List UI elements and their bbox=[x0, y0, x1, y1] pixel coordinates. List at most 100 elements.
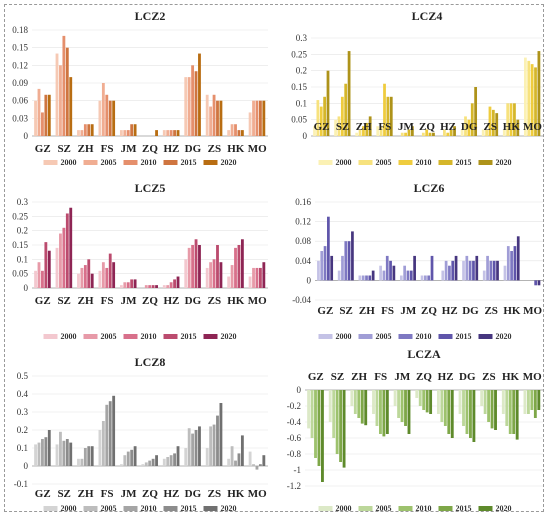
bar-gz-2010 bbox=[41, 439, 44, 466]
category-label-jm: JM bbox=[121, 143, 138, 155]
category-label-zh: ZH bbox=[78, 488, 94, 500]
bar-zs-2000 bbox=[205, 94, 209, 136]
category-label-fs: FS bbox=[374, 371, 387, 383]
bar-hz-2015 bbox=[173, 130, 177, 136]
category-label-hz: HZ bbox=[164, 143, 180, 155]
bar-zs-2020 bbox=[495, 113, 499, 136]
bar-fs-2005 bbox=[379, 126, 383, 136]
y-tick-label: 0 bbox=[303, 131, 308, 141]
y-tick-label: 0.1 bbox=[17, 254, 28, 264]
y-tick-label: 0.1 bbox=[17, 443, 28, 453]
bar-sz-2010 bbox=[340, 96, 344, 136]
category-label-zq: ZQ bbox=[142, 143, 158, 155]
legend-label-2005: 2005 bbox=[376, 158, 392, 167]
legend-swatch-2010 bbox=[123, 506, 138, 511]
bar-hz-2015 bbox=[173, 453, 177, 466]
bar-zs-2020 bbox=[219, 262, 223, 288]
bar-dg-2020 bbox=[198, 245, 201, 288]
bar-fs-2000 bbox=[372, 390, 375, 414]
bar-zh-2020 bbox=[90, 124, 94, 136]
bar-mo-2020 bbox=[537, 390, 541, 410]
category-label-hk: HK bbox=[227, 295, 245, 307]
bar-hz-2005 bbox=[166, 457, 170, 466]
category-label-mo: MO bbox=[523, 305, 542, 317]
bar-jm-2010 bbox=[126, 451, 130, 466]
bar-mo-2015 bbox=[258, 267, 262, 288]
category-label-zs: ZS bbox=[208, 488, 221, 500]
category-label-sz: SZ bbox=[57, 143, 70, 155]
bar-zq-2000 bbox=[415, 390, 419, 398]
bar-gz-2015 bbox=[327, 216, 330, 281]
category-label-hk: HK bbox=[227, 143, 245, 155]
bar-hz-2000 bbox=[436, 390, 440, 414]
bar-hk-2015 bbox=[237, 130, 241, 136]
bar-mo-2015 bbox=[533, 390, 537, 418]
bar-dg-2000 bbox=[462, 260, 465, 281]
y-tick-label: 0 bbox=[24, 461, 29, 471]
category-label-hz: HZ bbox=[164, 488, 180, 500]
bar-jm-2010 bbox=[126, 130, 130, 136]
bar-dg-2000 bbox=[184, 77, 188, 136]
bar-hz-2010 bbox=[169, 282, 173, 288]
y-tick-label: -0.2 bbox=[287, 401, 301, 411]
bar-hz-2020 bbox=[454, 255, 458, 281]
category-label-mo: MO bbox=[248, 295, 267, 307]
legend-swatch-2015 bbox=[163, 160, 178, 165]
bar-hk-2005 bbox=[230, 446, 234, 466]
category-label-fs: FS bbox=[101, 488, 114, 500]
bar-fs-2020 bbox=[112, 262, 116, 288]
bar-mo-2020 bbox=[537, 51, 541, 136]
category-label-dg: DG bbox=[185, 143, 202, 155]
bar-fs-2015 bbox=[108, 401, 112, 466]
bar-zs-2020 bbox=[496, 260, 499, 281]
y-tick-label: 0.18 bbox=[12, 25, 28, 35]
bar-gz-2005 bbox=[320, 251, 324, 281]
bar-dg-2005 bbox=[462, 390, 465, 426]
legend-swatch-2015 bbox=[163, 334, 178, 339]
legend-label-2005: 2005 bbox=[101, 332, 117, 341]
legend-swatch-2000 bbox=[318, 334, 333, 339]
y-tick-label: 0 bbox=[307, 275, 312, 285]
y-tick-label: 0.08 bbox=[295, 236, 311, 246]
bar-hk-2005 bbox=[506, 103, 510, 136]
bar-hk-2020 bbox=[240, 130, 244, 136]
chart-svg-lcz4: LCZ4 0 0.05 0.1 0.15 0.2 0.25 0.3 GZ SZ ZH FS JM ZQ HZ… bbox=[291, 9, 543, 167]
bar-sz-2015 bbox=[344, 83, 348, 136]
category-label-sz: SZ bbox=[57, 295, 70, 307]
chart-title: LCZ2 bbox=[135, 9, 166, 23]
category-label-mo: MO bbox=[523, 121, 542, 133]
bar-zs-2000 bbox=[205, 448, 209, 466]
y-tick-label: 0.15 bbox=[12, 43, 28, 53]
bar-fs-2020 bbox=[392, 265, 396, 281]
bar-hk-2005 bbox=[230, 124, 234, 136]
legend-swatch-2020 bbox=[203, 334, 218, 339]
chart-svg-lcza: LCZA -1.2 -1 -0.8 -0.6 -0.4 -0.2 0 GZ SZ ZH FS JM ZQ H… bbox=[287, 347, 543, 513]
bar-sz-2020 bbox=[69, 207, 73, 288]
category-label-sz: SZ bbox=[339, 305, 352, 317]
bar-dg-2015 bbox=[194, 239, 198, 288]
category-label-zs: ZS bbox=[484, 305, 497, 317]
bar-zh-2015 bbox=[87, 446, 91, 466]
category-label-hk: HK bbox=[503, 305, 521, 317]
bar-sz-2010 bbox=[344, 241, 348, 281]
legend-label-2010: 2010 bbox=[416, 158, 432, 167]
bar-gz-2010 bbox=[41, 112, 44, 136]
bar-zs-2000 bbox=[480, 390, 484, 406]
bar-zh-2015 bbox=[87, 259, 91, 288]
y-tick-label: 0.25 bbox=[12, 211, 28, 221]
category-label-fs: FS bbox=[378, 121, 391, 133]
legend-label-2020: 2020 bbox=[496, 332, 512, 341]
bar-dg-2015 bbox=[472, 260, 475, 281]
bar-zq-2010 bbox=[148, 285, 152, 288]
bar-fs-2005 bbox=[382, 270, 386, 281]
bar-fs-2010 bbox=[105, 267, 109, 288]
bar-jm-2020 bbox=[133, 446, 137, 466]
bar-gz-2010 bbox=[323, 246, 327, 281]
category-label-mo: MO bbox=[523, 371, 542, 383]
bar-fs-2000 bbox=[98, 100, 102, 136]
legend-label-2010: 2010 bbox=[141, 332, 157, 341]
category-label-hz: HZ bbox=[164, 295, 180, 307]
bar-sz-2005 bbox=[59, 233, 62, 288]
bar-gz-2000 bbox=[34, 100, 37, 136]
category-label-zh: ZH bbox=[356, 121, 372, 133]
